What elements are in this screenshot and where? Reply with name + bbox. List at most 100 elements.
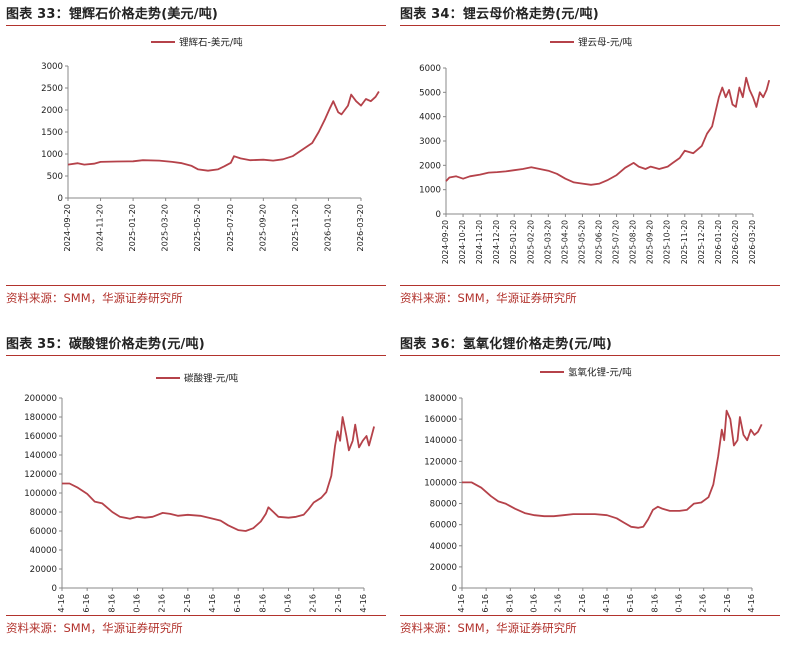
y-tick-label: 160000 <box>24 432 57 442</box>
x-tick-label: 2025-02-16 <box>577 594 587 613</box>
x-tick-label: 2025-01-20 <box>127 204 137 252</box>
x-tick-label: 2026-01-20 <box>322 204 332 252</box>
lepidolite-price-chart: 0 1000 2000 3000 4000 5000 6000 2024-09-20 2024-… <box>419 37 771 264</box>
y-tick-label: 0 <box>452 584 457 594</box>
legend-label: 碳酸锂-元/吨 <box>184 373 239 385</box>
chart-panel-lepidolite: 图表 34：锂云母价格走势(元/吨) 0 1000 2000 3000 4000 5000… <box>400 0 787 320</box>
x-tick-label: 2025-08-20 <box>629 220 638 264</box>
y-tick-label: 180000 <box>24 413 57 423</box>
x-tick-label: 2025-09-20 <box>257 204 267 252</box>
x-tick-label: 2024-08-16 <box>106 594 116 613</box>
x-tick-label: 2025-04-20 <box>560 220 569 264</box>
x-tick-label: 2024-11-20 <box>95 204 105 252</box>
y-tick-label: 20000 <box>30 565 57 575</box>
x-tick-label: 2024-06-16 <box>480 594 490 613</box>
x-tick-label: 2026-03-20 <box>748 220 757 264</box>
y-tick-label: 5000 <box>419 88 441 98</box>
x-tick-label: 2025-07-20 <box>225 204 235 252</box>
y-tick-label: 60000 <box>430 521 457 531</box>
chart-panel-lithium-hydroxide: 图表 36：氢氧化锂价格走势(元/吨) 0 20000 40000 60000 8000… <box>400 330 787 650</box>
x-tick-label: 2025-03-20 <box>160 204 170 252</box>
x-tick-label: 2025-05-20 <box>577 220 586 264</box>
lithium-hydroxide-price-chart: 0 20000 40000 60000 80000 100000 120000 140000 1… <box>424 367 763 613</box>
x-tick-label: 2025-07-20 <box>612 220 621 264</box>
x-tick-label: 2026-01-20 <box>714 220 723 264</box>
x-tick-label: 2025-12-20 <box>697 220 706 264</box>
y-tick-label: 3000 <box>419 137 441 147</box>
y-tick-label: 60000 <box>30 527 57 537</box>
y-tick-label: 3000 <box>41 62 63 72</box>
legend-label: 锂辉石-美元/吨 <box>179 37 243 49</box>
source-rule <box>400 285 780 286</box>
x-tick-label: 2024-10-20 <box>458 220 467 264</box>
x-tick-label: 2024-10-16 <box>132 594 142 613</box>
x-tick-label: 2024-10-16 <box>529 594 539 613</box>
y-tick-label: 2000 <box>41 106 63 116</box>
y-tick-label: 2500 <box>41 84 63 94</box>
chart-title: 图表 34：锂云母价格走势(元/吨) <box>400 7 599 22</box>
y-tick-label: 20000 <box>430 563 457 573</box>
y-tick-label: 40000 <box>30 546 57 556</box>
x-tick-label: 2024-12-16 <box>553 594 563 613</box>
x-tick-label: 2024-12-20 <box>492 220 501 264</box>
x-tick-label: 2024-08-16 <box>504 594 514 613</box>
x-tick-label: 2024-11-20 <box>475 220 484 264</box>
title-rule <box>6 355 386 356</box>
chart-panel-spodumene: 图表 33：锂辉石价格走势(美元/吨) 0 500 1000 1500 2000 2500… <box>6 0 393 320</box>
chart-panel-lithium-carbonate: 图表 35：碳酸锂价格走势(元/吨) 0 20000 40000 60000 80000… <box>6 330 393 650</box>
y-tick-label: 140000 <box>424 436 457 446</box>
y-tick-label: 80000 <box>430 500 457 510</box>
x-tick-label: 2026-02-16 <box>722 594 732 613</box>
source-note: 资料来源：SMM，华源证券研究所 <box>6 291 183 305</box>
source-rule <box>6 285 386 286</box>
x-tick-label: 2025-03-20 <box>543 220 552 264</box>
x-tick-label: 2025-04-16 <box>207 594 217 613</box>
source-note: 资料来源：SMM，华源证券研究所 <box>6 621 183 635</box>
x-tick-label: 2024-09-20 <box>441 220 450 264</box>
x-tick-label: 2025-09-20 <box>646 220 655 264</box>
x-tick-label: 2026-04-16 <box>358 594 368 613</box>
y-tick-label: 160000 <box>424 415 457 425</box>
x-tick-label: 2025-11-20 <box>290 204 300 252</box>
x-tick-label: 2025-08-16 <box>257 594 267 613</box>
lithium-carbonate-price-chart: 0 20000 40000 60000 80000 100000 120000 140000 1… <box>24 373 375 613</box>
y-tick-label: 2000 <box>419 161 441 171</box>
y-tick-label: 4000 <box>419 113 441 123</box>
x-tick-label: 2026-04-16 <box>746 594 756 613</box>
y-tick-label: 120000 <box>424 457 457 467</box>
source-note: 资料来源：SMM，华源证券研究所 <box>400 621 577 635</box>
x-tick-label: 2024-04-16 <box>56 594 66 613</box>
y-tick-label: 6000 <box>419 64 441 74</box>
y-tick-label: 0 <box>58 194 63 204</box>
y-tick-label: 100000 <box>24 489 57 499</box>
title-rule <box>400 25 780 26</box>
x-tick-label: 2024-04-16 <box>456 594 466 613</box>
x-tick-label: 2025-02-16 <box>182 594 192 613</box>
title-rule <box>400 355 780 356</box>
legend-label: 氢氧化锂-元/吨 <box>568 367 632 379</box>
y-tick-label: 0 <box>436 210 441 220</box>
source-rule <box>6 615 386 616</box>
x-tick-label: 2025-08-16 <box>649 594 659 613</box>
chart-title: 图表 36：氢氧化锂价格走势(元/吨) <box>400 337 613 352</box>
x-tick-label: 2024-09-20 <box>62 204 72 252</box>
x-tick-label: 2025-10-16 <box>283 594 293 613</box>
x-tick-label: 2026-02-20 <box>731 220 740 264</box>
x-tick-label: 2025-04-16 <box>601 594 611 613</box>
x-tick-label: 2025-12-16 <box>308 594 318 613</box>
x-tick-label: 2025-11-20 <box>680 220 689 264</box>
x-tick-label: 2025-02-20 <box>526 220 535 264</box>
y-tick-label: 80000 <box>30 508 57 518</box>
title-rule <box>6 25 386 26</box>
y-tick-label: 40000 <box>430 542 457 552</box>
source-rule <box>400 615 780 616</box>
series-line <box>67 91 380 172</box>
source-note: 资料来源：SMM，华源证券研究所 <box>400 291 577 305</box>
x-tick-label: 2025-01-20 <box>509 220 518 264</box>
y-tick-label: 140000 <box>24 451 57 461</box>
x-tick-label: 2024-12-16 <box>157 594 167 613</box>
x-tick-label: 2024-06-16 <box>81 594 91 613</box>
x-tick-label: 2025-06-16 <box>625 594 635 613</box>
y-tick-label: 200000 <box>24 394 57 404</box>
chart-title: 图表 33：锂辉石价格走势(美元/吨) <box>6 7 219 22</box>
